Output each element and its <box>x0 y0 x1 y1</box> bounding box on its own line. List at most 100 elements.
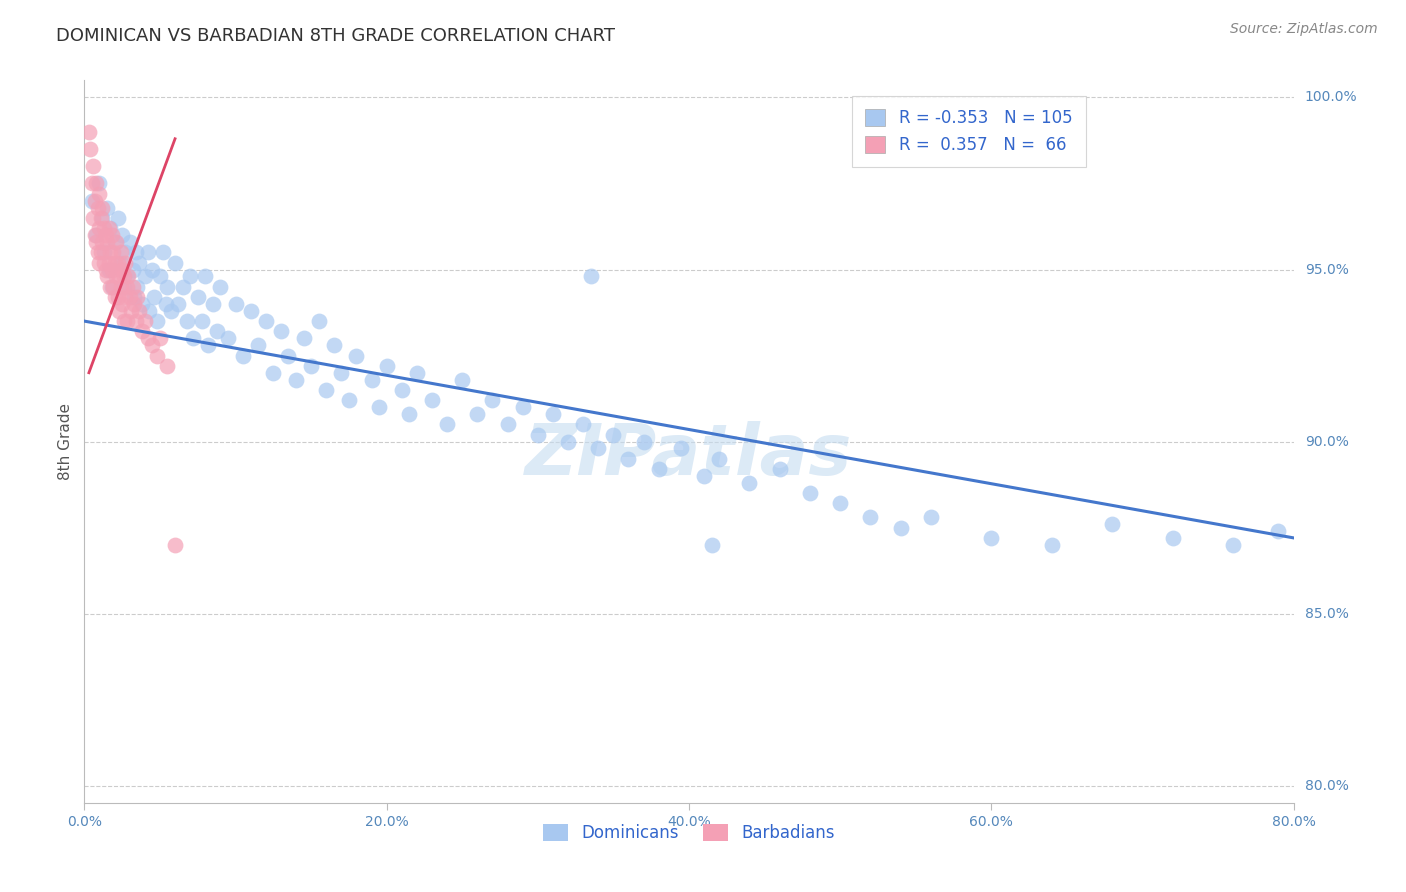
Point <box>155 297 177 311</box>
Point <box>128 255 150 269</box>
Point <box>315 383 337 397</box>
Point <box>277 349 299 363</box>
Point <box>136 331 159 345</box>
Point <box>406 366 429 380</box>
Y-axis label: 8th Grade: 8th Grade <box>58 403 73 480</box>
Point <box>86 228 108 243</box>
Point <box>117 269 139 284</box>
Point <box>1101 517 1123 532</box>
Point <box>436 417 458 432</box>
Point <box>91 235 114 249</box>
Point <box>391 383 413 397</box>
Point <box>398 407 420 421</box>
Point <box>111 262 134 277</box>
Point <box>337 393 360 408</box>
Point <box>90 245 112 260</box>
Point <box>194 269 217 284</box>
Point <box>118 235 141 249</box>
Point <box>96 235 118 249</box>
Point <box>104 235 127 249</box>
Point <box>368 400 391 414</box>
Point <box>107 211 129 225</box>
Point <box>94 262 117 277</box>
Point <box>700 538 723 552</box>
Point <box>980 531 1002 545</box>
Point <box>209 279 232 293</box>
Point <box>239 303 262 318</box>
Point <box>247 338 270 352</box>
Point <box>375 359 398 373</box>
Point <box>110 279 132 293</box>
Point <box>98 221 121 235</box>
Point <box>108 303 131 318</box>
Point <box>890 520 912 534</box>
Point <box>671 442 693 456</box>
Point <box>80 177 103 191</box>
Point <box>799 486 821 500</box>
Point <box>285 373 308 387</box>
Point <box>512 400 534 414</box>
Point <box>142 290 165 304</box>
Point <box>346 349 368 363</box>
Point <box>141 338 163 352</box>
Point <box>107 290 129 304</box>
Point <box>146 314 169 328</box>
Point <box>82 159 104 173</box>
Point <box>84 194 107 208</box>
Point <box>292 331 315 345</box>
Point <box>136 245 159 260</box>
Point <box>101 279 124 293</box>
Point <box>156 279 179 293</box>
Point <box>77 125 100 139</box>
Point <box>96 269 118 284</box>
Point <box>165 538 187 552</box>
Point <box>114 290 136 304</box>
Point <box>115 314 138 328</box>
Point <box>89 221 111 235</box>
Point <box>122 297 145 311</box>
Point <box>262 366 284 380</box>
Point <box>89 186 111 201</box>
Point <box>181 331 204 345</box>
Point <box>633 434 655 449</box>
Point <box>165 255 187 269</box>
Point <box>179 269 201 284</box>
Point <box>112 314 135 328</box>
Point <box>207 325 229 339</box>
Text: 80.0%: 80.0% <box>1305 779 1348 793</box>
Point <box>481 393 503 408</box>
Point <box>107 255 129 269</box>
Point <box>156 359 179 373</box>
Point <box>108 269 131 284</box>
Point <box>131 325 153 339</box>
Point <box>84 228 107 243</box>
Point <box>98 279 121 293</box>
Point <box>360 373 382 387</box>
Point <box>1040 538 1063 552</box>
Point <box>420 393 443 408</box>
Point <box>557 434 579 449</box>
Point <box>152 245 174 260</box>
Point <box>149 331 172 345</box>
Text: 95.0%: 95.0% <box>1305 262 1348 277</box>
Legend: Dominicans, Barbadians: Dominicans, Barbadians <box>536 817 842 848</box>
Point <box>121 279 143 293</box>
Point <box>167 297 190 311</box>
Point <box>299 359 322 373</box>
Point <box>89 255 111 269</box>
Point <box>90 211 112 225</box>
Point <box>588 442 610 456</box>
Point <box>104 290 127 304</box>
Point <box>1161 531 1184 545</box>
Text: 90.0%: 90.0% <box>1305 434 1348 449</box>
Point <box>114 255 136 269</box>
Text: ZIPatlas: ZIPatlas <box>526 422 852 491</box>
Point <box>97 262 120 277</box>
Point <box>110 255 132 269</box>
Point <box>141 262 163 277</box>
Point <box>187 290 209 304</box>
Point <box>98 245 121 260</box>
Point <box>112 279 135 293</box>
Point <box>131 297 153 311</box>
Point <box>82 211 104 225</box>
